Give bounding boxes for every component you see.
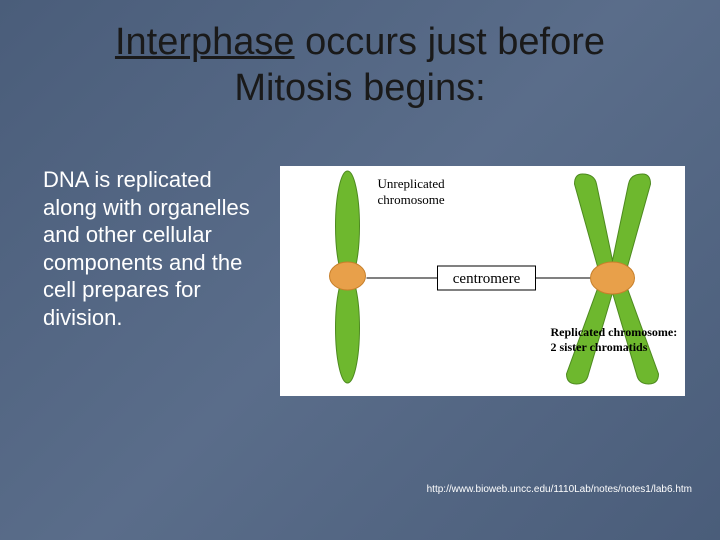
slide-title: Interphase occurs just before Mitosis be… — [35, 20, 685, 111]
replicated-label-line1: Replicated chromosome: — [551, 325, 678, 339]
body-text: DNA is replicated along with organelles … — [35, 166, 270, 331]
chromosome-diagram: Unreplicated chromosome centromere Repli… — [280, 166, 685, 396]
unreplicated-label-line2: chromosome — [378, 192, 445, 207]
diagram-svg: Unreplicated chromosome centromere Repli… — [280, 166, 685, 396]
title-rest-line1: occurs just before — [295, 21, 605, 63]
content-row: DNA is replicated along with organelles … — [35, 166, 685, 396]
slide: Interphase occurs just before Mitosis be… — [0, 0, 720, 540]
citation-url: http://www.bioweb.uncc.edu/1110Lab/notes… — [427, 484, 692, 495]
unreplicated-chromosome — [330, 171, 366, 383]
title-underlined-word: Interphase — [115, 21, 295, 63]
replicated-label-line2: 2 sister chromatids — [551, 340, 648, 354]
unreplicated-label-line1: Unreplicated — [378, 176, 446, 191]
title-line2: Mitosis begins: — [234, 67, 485, 109]
centromere-label-text: centromere — [453, 271, 521, 287]
